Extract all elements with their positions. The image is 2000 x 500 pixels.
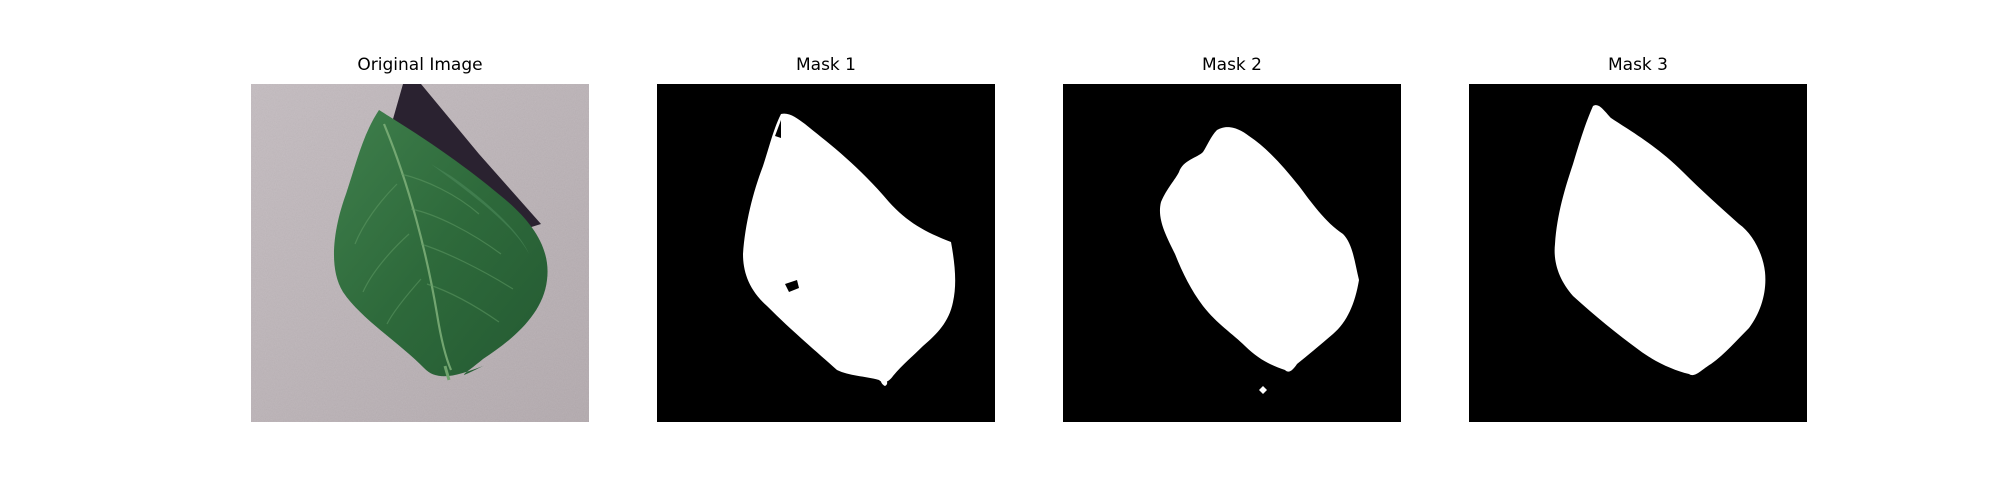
mask-2-image (1063, 84, 1401, 422)
leaf-shadow (391, 84, 541, 234)
mask-2-panel: Mask 2 (1063, 55, 1401, 422)
mask-1-image (657, 84, 995, 422)
panel-title-original: Original Image (357, 55, 483, 75)
leaf-midrib (382, 123, 453, 371)
leaf-stem (443, 365, 451, 381)
mask-1-panel: Mask 1 (657, 55, 995, 422)
panel-title-mask-3: Mask 3 (1607, 55, 1668, 75)
original-image-panel: Original Image (251, 55, 589, 422)
panel-title-mask-2: Mask 2 (1201, 55, 1262, 75)
mask-leaf-region (743, 113, 956, 383)
mask-3-image (1469, 84, 1807, 422)
panel-title-mask-1: Mask 1 (795, 55, 856, 75)
mask-leaf-region (1554, 105, 1766, 376)
leaf (333, 110, 548, 377)
mask-leaf-region (1159, 127, 1359, 372)
original-leaf-image (251, 84, 589, 422)
mask-3-panel: Mask 3 (1469, 55, 1807, 422)
